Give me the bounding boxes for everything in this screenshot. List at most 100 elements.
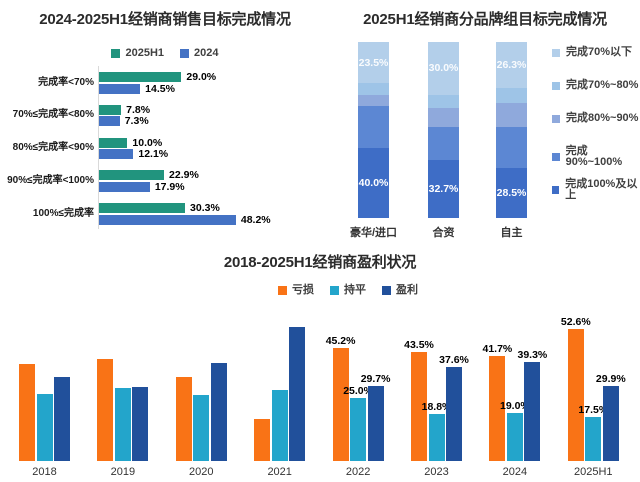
x-axis-label: 2025H1 [574, 466, 613, 478]
value-label: 7.3% [124, 115, 149, 128]
legend-swatch [330, 286, 339, 295]
bar-持平 [193, 394, 210, 461]
bar-2024 [99, 214, 236, 225]
stack-segment [496, 42, 527, 89]
bar-亏损 [332, 347, 349, 461]
legend-label: 亏损 [292, 284, 314, 296]
value-label: 17.5% [578, 404, 609, 417]
bar-持平 [506, 413, 523, 461]
x-axis-label: 2018 [32, 466, 57, 478]
bar-盈利 [602, 385, 619, 461]
legend-label: 盈利 [396, 284, 418, 296]
value-label: 43.5% [404, 338, 434, 351]
value-label: 39.3% [517, 349, 548, 362]
legend-label: 持平 [344, 284, 366, 296]
bar-盈利 [367, 386, 384, 461]
bar-持平 [350, 398, 367, 461]
stack-segment [358, 106, 389, 148]
value-label: 12.1% [138, 148, 169, 161]
legend-label: 完成100%及以上 [565, 178, 638, 201]
chart1-plot: 完成率<70% 29.0% 14.5% 70%≤完成率<80% 7.8% 7.3% 80%≤… [0, 0, 330, 240]
bar-亏损 [567, 328, 584, 461]
bar-盈利 [132, 386, 149, 461]
bar-盈利 [54, 377, 70, 461]
value-label: 22.9% [169, 169, 199, 182]
legend-label: 2024 [194, 47, 219, 59]
segment-value-label: 32.7% [428, 183, 459, 196]
value-label: 37.6% [439, 353, 469, 366]
bar-持平 [585, 417, 602, 461]
bar-盈利 [524, 362, 541, 461]
stack-segment [358, 94, 389, 107]
bar-持平 [271, 390, 288, 461]
value-label: 17.9% [154, 180, 185, 193]
value-label: 30.3% [190, 202, 220, 215]
value-label: 18.8% [421, 400, 452, 413]
y-axis-line [98, 66, 99, 229]
chart3-title: 2018-2025H1经销商盈利状况 [223, 254, 417, 271]
legend-item: 2024 [180, 47, 219, 59]
value-label: 29.0% [186, 71, 217, 83]
stack-segment [496, 88, 527, 104]
legend-item: 完成80%~90% [552, 113, 638, 124]
legend-swatch [552, 81, 560, 90]
value-label: 48.2% [240, 213, 271, 226]
value-label: 25.0% [343, 385, 373, 398]
x-axis-label: 2024 [502, 466, 528, 478]
bar-持平 [428, 413, 445, 461]
bar-持平 [114, 388, 131, 461]
bar-2025H1 [99, 137, 128, 148]
legend-swatch [382, 286, 391, 295]
stack-segment [358, 83, 389, 95]
bar-2025H1 [99, 72, 182, 82]
bar-亏损 [19, 363, 35, 461]
legend-item: 完成70%以下 [552, 47, 632, 58]
legend-swatch [111, 49, 121, 58]
chart1-title: 2024-2025H1经销商销售目标完成情况 [39, 11, 291, 28]
bar-2024 [99, 149, 134, 160]
chart2-plot: 40.0% 23.5% 豪华/进口 32.7% 30.0% 合资 28.5% 26.3% 自主 [330, 0, 640, 240]
bar-2024 [99, 116, 120, 127]
stack-segment [428, 127, 459, 161]
bar-2025H1 [99, 104, 122, 115]
category-label: 豪华/进口 [349, 227, 398, 239]
bar-2025H1 [99, 170, 165, 181]
stack-segment [496, 126, 527, 168]
legend-swatch [552, 153, 560, 161]
stack-segment [428, 107, 459, 127]
legend-label: 完成80%~90% [566, 112, 639, 124]
legend-item: 完成100%及以上 [552, 179, 640, 201]
stack-segment [358, 147, 389, 218]
bar-盈利 [289, 326, 306, 461]
value-label: 7.8% [126, 103, 151, 116]
bar-盈利 [210, 363, 227, 461]
category-label: 90%≤完成率<100% [7, 174, 94, 186]
stack-segment [358, 42, 389, 84]
segment-value-label: 26.3% [496, 59, 527, 72]
legend-item: 完成90%~100% [552, 146, 640, 168]
value-label: 14.5% [145, 82, 175, 95]
bar-亏损 [175, 376, 192, 461]
bar-亏损 [489, 356, 506, 461]
stack-segment [428, 160, 459, 218]
bar-亏损 [254, 418, 271, 461]
stack-segment [428, 94, 459, 108]
value-label: 52.6% [560, 315, 591, 328]
legend-swatch [552, 114, 560, 123]
value-label: 10.0% [132, 136, 163, 149]
category-label: 100%≤完成率 [32, 207, 94, 219]
chart-sales-target-completion: 2024-2025H1经销商销售目标完成情况 2025H1 2024 完成率<70… [0, 0, 330, 240]
segment-value-label: 28.5% [496, 186, 527, 199]
bar-2024 [99, 83, 141, 94]
value-label: 29.7% [360, 373, 391, 386]
category-label: 完成率<70% [38, 76, 94, 88]
chart3-legend: 亏损 持平 盈利 [28, 285, 640, 296]
x-axis-label: 2022 [345, 466, 371, 478]
chart2-title: 2025H1经销商分品牌组目标完成情况 [363, 11, 607, 28]
bar-盈利 [446, 366, 462, 461]
bar-2025H1 [99, 203, 186, 214]
stack-segment [496, 103, 527, 127]
legend-label: 完成90%~100% [565, 145, 623, 168]
stack-segment [496, 167, 527, 218]
legend-swatch [278, 286, 287, 295]
